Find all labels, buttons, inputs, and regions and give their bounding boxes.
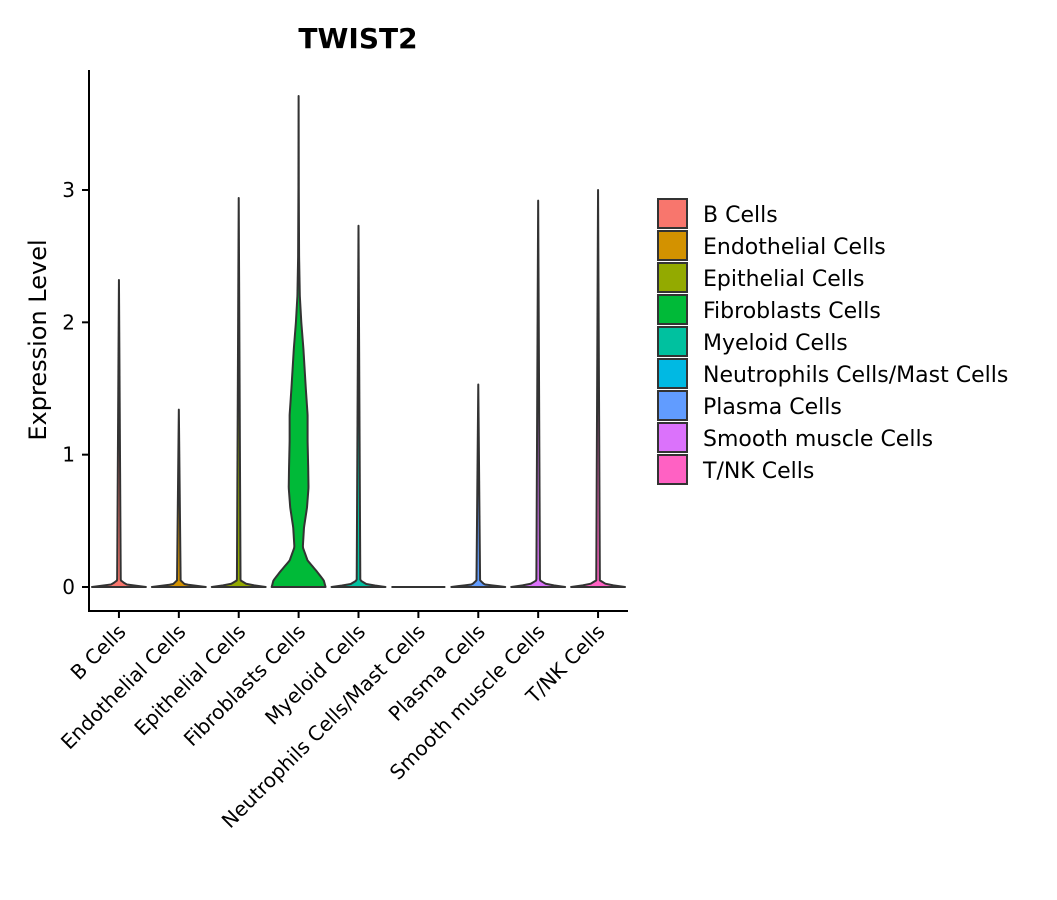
legend-swatch-t-nk-cells xyxy=(657,454,688,485)
violin-epithelial-cells xyxy=(210,196,267,588)
legend-swatch-smooth-muscle-cells xyxy=(657,422,688,453)
y-tick-label: 1 xyxy=(62,443,75,467)
legend-label-endothelial-cells: Endothelial Cells xyxy=(703,235,886,260)
y-tick-label: 3 xyxy=(62,178,75,202)
legend-label-neutrophils-cells-mast-cells: Neutrophils Cells/Mast Cells xyxy=(703,363,1008,388)
legend-swatch-fibroblasts-cells xyxy=(657,294,688,325)
violin-fibroblasts-cells xyxy=(270,95,327,588)
violin-endothelial-cells xyxy=(150,408,207,588)
legend-label-epithelial-cells: Epithelial Cells xyxy=(703,267,864,292)
legend-label-plasma-cells: Plasma Cells xyxy=(703,395,842,420)
legend-label-smooth-muscle-cells: Smooth muscle Cells xyxy=(703,427,933,452)
legend-label-b-cells: B Cells xyxy=(703,203,778,228)
violin-group xyxy=(90,95,627,588)
legend-label-fibroblasts-cells: Fibroblasts Cells xyxy=(703,299,881,324)
legend-swatch-neutrophils-cells-mast-cells xyxy=(657,358,688,389)
y-tick-label: 0 xyxy=(62,575,75,599)
legend-label-myeloid-cells: Myeloid Cells xyxy=(703,331,848,356)
y-tick-label: 2 xyxy=(62,310,75,334)
legend-swatch-b-cells xyxy=(657,198,688,229)
legend-label-t-nk-cells: T/NK Cells xyxy=(702,459,814,484)
chart-title: TWIST2 xyxy=(298,22,417,55)
legend: B Cells Endothelial Cells Epithelial Cells… xyxy=(657,198,1008,485)
violin-smooth-muscle-cells xyxy=(510,199,567,588)
legend-swatch-plasma-cells xyxy=(657,390,688,421)
legend-swatch-myeloid-cells xyxy=(657,326,688,357)
y-axis-label: Expression Level xyxy=(24,239,52,440)
violin-b-cells xyxy=(90,278,147,588)
legend-swatch-epithelial-cells xyxy=(657,262,688,293)
y-axis-ticks: 0 1 2 3 xyxy=(62,178,89,599)
violin-t-nk-cells xyxy=(570,189,627,588)
violin-plasma-cells xyxy=(450,383,507,588)
legend-swatch-endothelial-cells xyxy=(657,230,688,261)
violin-myeloid-cells xyxy=(330,224,387,588)
